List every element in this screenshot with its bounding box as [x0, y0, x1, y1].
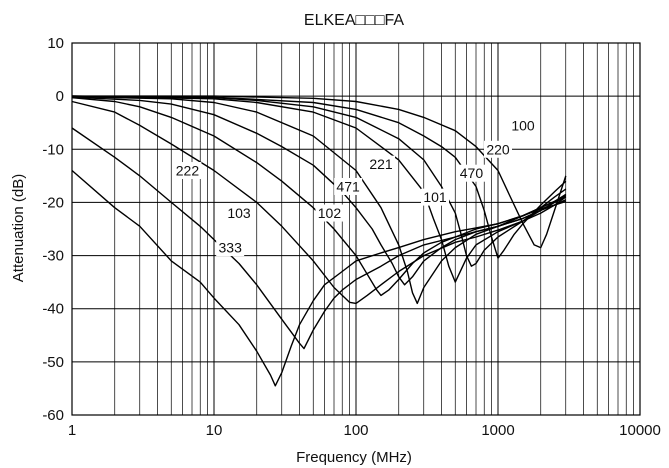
series-label-333: 333 [219, 240, 243, 256]
series-label-background [484, 140, 512, 158]
series-line-220 [71, 95, 567, 259]
x-tick-label: 100 [343, 422, 368, 439]
y-tick-label: -50 [42, 354, 64, 371]
x-tick-label: 10000 [619, 422, 661, 439]
y-tick-label: 0 [56, 88, 64, 105]
series-label-background [225, 204, 254, 222]
y-tick-label: 10 [47, 35, 64, 52]
series-label-background [173, 162, 202, 180]
series-label-101: 101 [423, 189, 447, 205]
series-line-100 [72, 95, 567, 249]
series-label-background [457, 164, 486, 182]
y-tick-label: -30 [42, 248, 64, 265]
series-label-background [509, 116, 538, 134]
series-label-100: 100 [511, 117, 535, 133]
y-tick-label: -10 [42, 141, 64, 158]
x-tick-label: 10 [206, 422, 223, 439]
x-tick-label: 1 [68, 422, 76, 439]
series-label-221: 221 [369, 156, 393, 172]
chart-title: ELKEA□□□FA [304, 12, 404, 29]
y-axis-title: Attenuation (dB) [10, 174, 27, 282]
y-tick-label: -20 [42, 194, 64, 211]
series-line-222 [71, 100, 567, 305]
series-label-background [420, 188, 449, 206]
series-label-background [216, 239, 245, 257]
plot-frame [71, 42, 641, 416]
series-label-background [367, 155, 396, 173]
y-tick-label: -60 [42, 407, 64, 424]
series-line-102 [71, 97, 567, 297]
series-lines [71, 95, 567, 387]
series-line-221 [71, 96, 567, 305]
series-line-470 [71, 95, 567, 267]
series-label-103: 103 [227, 205, 251, 221]
series-label-471: 471 [336, 178, 360, 194]
series-label-102: 102 [318, 205, 342, 221]
x-tick-label: 1000 [481, 422, 514, 439]
series-label-background [315, 204, 344, 222]
series-label-background [334, 177, 363, 195]
series-label-220: 220 [486, 141, 510, 157]
series-label-470: 470 [460, 165, 484, 181]
y-tick-label: -40 [42, 301, 64, 318]
x-axis-title: Frequency (MHz) [296, 449, 412, 466]
series-label-222: 222 [176, 163, 200, 179]
